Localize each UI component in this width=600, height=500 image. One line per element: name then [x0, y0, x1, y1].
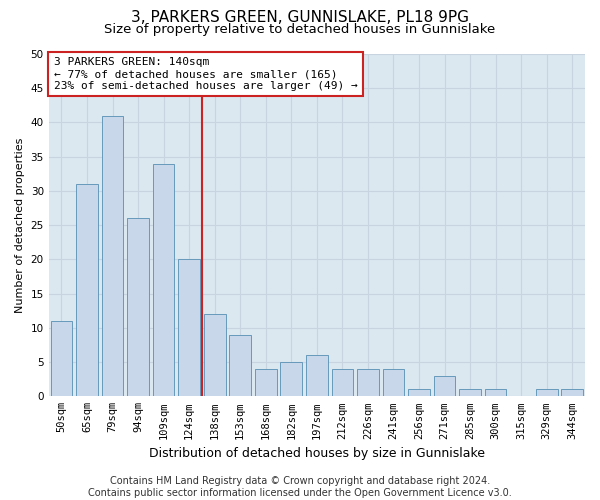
- Y-axis label: Number of detached properties: Number of detached properties: [15, 138, 25, 313]
- Bar: [101, 116, 124, 396]
- Bar: [536, 390, 557, 396]
- Text: Contains HM Land Registry data © Crown copyright and database right 2024.
Contai: Contains HM Land Registry data © Crown c…: [88, 476, 512, 498]
- Bar: [76, 184, 98, 396]
- Bar: [306, 355, 328, 397]
- Bar: [383, 369, 404, 396]
- Bar: [408, 390, 430, 396]
- Bar: [332, 369, 353, 396]
- Text: Size of property relative to detached houses in Gunnislake: Size of property relative to detached ho…: [104, 22, 496, 36]
- Text: 3, PARKERS GREEN, GUNNISLAKE, PL18 9PG: 3, PARKERS GREEN, GUNNISLAKE, PL18 9PG: [131, 10, 469, 25]
- Bar: [153, 164, 175, 396]
- X-axis label: Distribution of detached houses by size in Gunnislake: Distribution of detached houses by size …: [149, 447, 485, 460]
- Bar: [229, 334, 251, 396]
- Bar: [127, 218, 149, 396]
- Bar: [562, 390, 583, 396]
- Bar: [50, 321, 72, 396]
- Bar: [357, 369, 379, 396]
- Text: 3 PARKERS GREEN: 140sqm
← 77% of detached houses are smaller (165)
23% of semi-d: 3 PARKERS GREEN: 140sqm ← 77% of detache…: [54, 58, 358, 90]
- Bar: [280, 362, 302, 396]
- Bar: [459, 390, 481, 396]
- Bar: [255, 369, 277, 396]
- Bar: [204, 314, 226, 396]
- Bar: [434, 376, 455, 396]
- Bar: [178, 260, 200, 396]
- Bar: [485, 390, 506, 396]
